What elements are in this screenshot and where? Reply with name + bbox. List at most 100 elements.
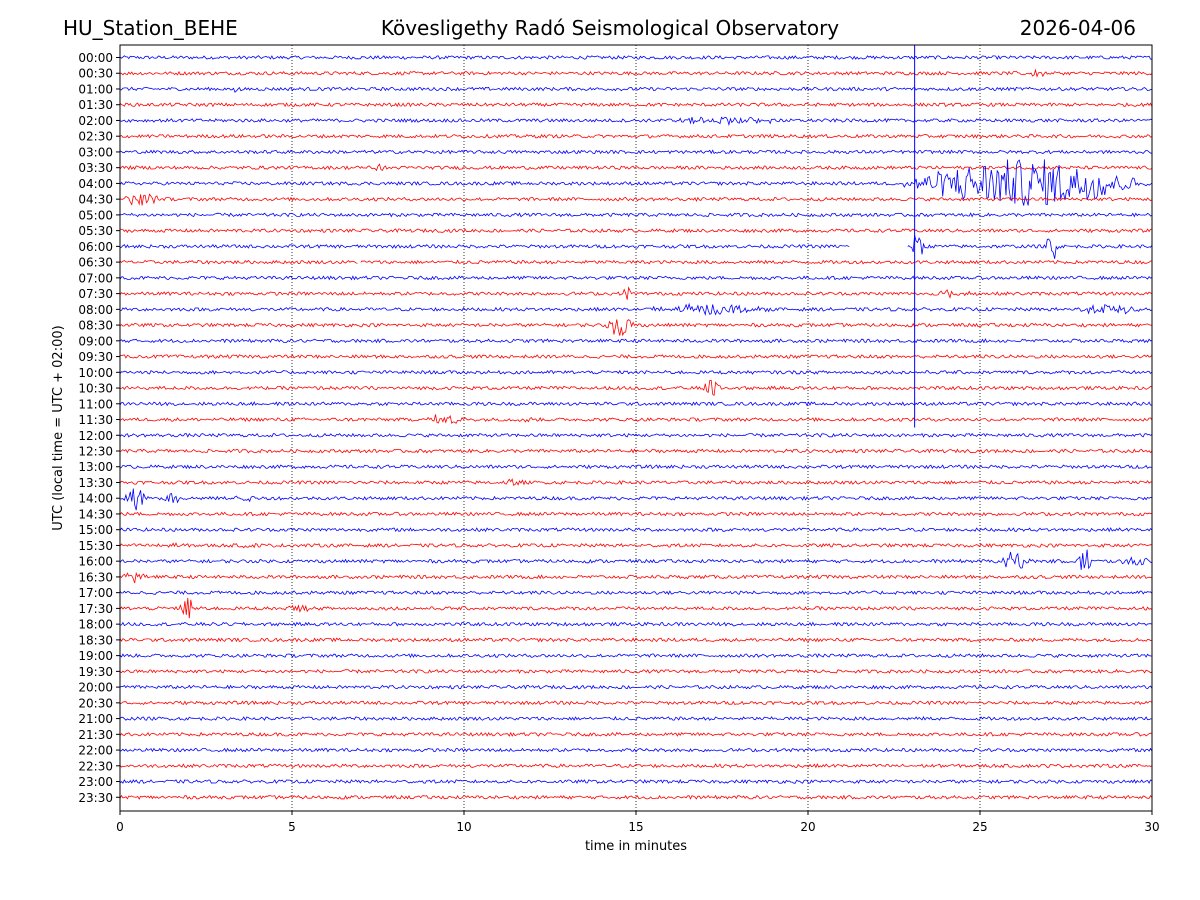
x-tick-label: 15	[628, 820, 643, 834]
trace-1430	[119, 511, 1153, 517]
x-tick-label: 20	[800, 820, 815, 834]
data-gap	[849, 241, 908, 252]
y-tick-label: 13:30	[78, 476, 113, 490]
y-tick-label: 07:30	[78, 287, 113, 301]
y-tick-label: 16:30	[78, 570, 113, 584]
trace-0430	[119, 193, 1153, 206]
trace-1000	[119, 369, 1153, 375]
y-tick-label: 21:00	[78, 712, 113, 726]
y-tick-label: 20:30	[78, 696, 113, 710]
y-tick-label: 19:30	[78, 665, 113, 679]
trace-0000	[119, 55, 1153, 61]
y-tick-label: 05:30	[78, 224, 113, 238]
trace-2300	[119, 778, 1153, 784]
y-tick-label: 09:00	[78, 334, 113, 348]
y-tick-label: 07:00	[78, 271, 113, 285]
trace-0400	[119, 159, 1153, 206]
trace-0700	[119, 275, 1153, 281]
trace-1900	[119, 653, 1153, 659]
y-tick-label: 16:00	[78, 555, 113, 569]
trace-2200	[119, 747, 1153, 753]
y-tick-label: 14:00	[78, 492, 113, 506]
trace-2000	[119, 684, 1153, 690]
trace-2100	[119, 716, 1152, 722]
y-tick-label: 18:00	[78, 618, 113, 632]
y-tick-label: 15:30	[78, 539, 113, 553]
x-axis-label: time in minutes	[585, 839, 687, 854]
y-tick-label: 10:00	[78, 366, 113, 380]
trace-1500	[119, 527, 1153, 533]
x-axis: 0 5 10 15 20 25 30	[116, 811, 1160, 834]
trace-1730	[119, 597, 1153, 619]
chart-date: 2026-04-06	[1019, 16, 1136, 40]
y-tick-label: 11:30	[78, 413, 113, 427]
trace-layer	[119, 55, 1153, 800]
x-tick-label: 30	[1144, 820, 1159, 834]
trace-1230	[119, 448, 1153, 454]
y-tick-label: 23:00	[78, 775, 113, 789]
y-tick-label: 15:00	[78, 523, 113, 537]
trace-1530	[119, 542, 1153, 549]
y-tick-label: 00:30	[78, 67, 113, 81]
y-tick-label: 22:30	[78, 759, 113, 773]
trace-1600	[119, 549, 1153, 570]
y-tick-label: 17:00	[78, 586, 113, 600]
trace-1100	[119, 401, 1153, 407]
trace-0200	[119, 116, 1153, 127]
y-tick-label: 09:30	[78, 350, 113, 364]
y-tick-label: 00:00	[78, 51, 113, 65]
y-tick-label: 02:30	[78, 130, 113, 144]
trace-2130	[119, 731, 1153, 737]
x-tick-label: 10	[456, 820, 471, 834]
grid-lines	[291, 45, 981, 811]
trace-0730	[119, 286, 1153, 300]
trace-0500	[119, 212, 1153, 218]
y-tick-label: 05:00	[78, 208, 113, 222]
trace-0900	[119, 338, 1153, 344]
y-tick-label: 13:00	[78, 460, 113, 474]
trace-1300	[119, 464, 1153, 470]
trace-0800	[119, 302, 1153, 317]
trace-2330	[119, 794, 1153, 800]
x-tick-label: 0	[116, 820, 124, 834]
trace-1830	[119, 637, 1153, 643]
trace-0330	[119, 163, 1153, 172]
trace-1800	[119, 621, 1153, 627]
y-tick-label: 18:30	[78, 633, 113, 647]
y-tick-label: 20:00	[78, 681, 113, 695]
y-tick-label: 14:30	[78, 507, 113, 521]
trace-1030	[119, 379, 1153, 397]
y-tick-label: 04:00	[78, 177, 113, 191]
trace-2230	[119, 763, 1153, 769]
data-gap	[357, 257, 361, 268]
trace-1930	[119, 668, 1153, 674]
y-tick-label: 12:30	[78, 445, 113, 459]
trace-0230	[119, 133, 1153, 139]
trace-0300	[119, 149, 1153, 155]
y-tick-label: 12:00	[78, 429, 113, 443]
y-tick-label: 17:30	[78, 602, 113, 616]
y-tick-label: 06:00	[78, 240, 113, 254]
trace-1330	[119, 478, 1153, 486]
trace-0830	[119, 319, 1153, 337]
y-tick-label: 03:30	[78, 161, 113, 175]
y-tick-label: 03:00	[78, 145, 113, 159]
y-tick-label: 21:30	[78, 728, 113, 742]
trace-0100	[120, 86, 1153, 93]
trace-1700	[119, 590, 1153, 596]
x-tick-label: 5	[288, 820, 296, 834]
trace-0530	[119, 228, 1153, 234]
trace-1630	[119, 571, 1153, 584]
trace-0130	[119, 102, 1153, 108]
chart-title: Kövesligethy Radó Seismological Observat…	[380, 16, 840, 40]
y-axis-label: UTC (local time = UTC + 02:00)	[51, 325, 66, 530]
y-tick-label: 19:00	[78, 649, 113, 663]
trace-0930	[119, 354, 1153, 360]
y-tick-label: 01:00	[78, 82, 113, 96]
station-name: HU_Station_BEHE	[63, 16, 238, 40]
y-tick-label: 01:30	[78, 98, 113, 112]
gap-layer	[357, 241, 908, 268]
y-tick-label: 06:30	[78, 256, 113, 270]
y-tick-label: 04:30	[78, 193, 113, 207]
